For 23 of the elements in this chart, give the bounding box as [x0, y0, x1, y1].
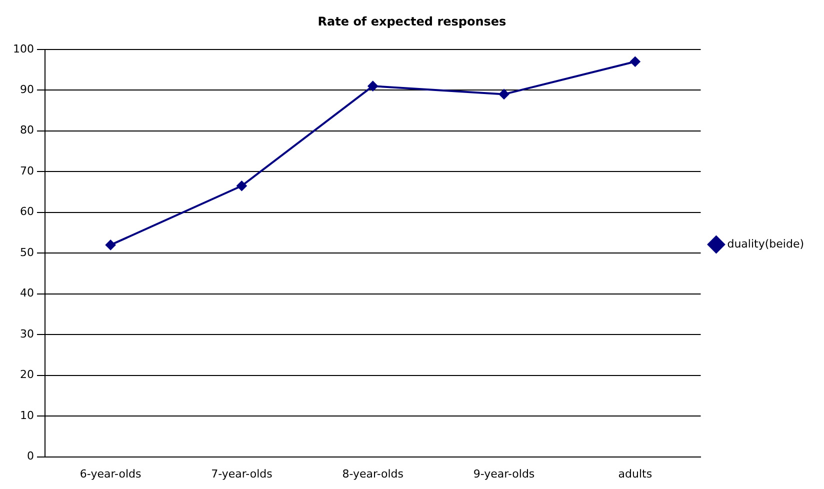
- y-tick-label: 40: [20, 286, 34, 300]
- x-tick-label: 9-year-olds: [473, 467, 535, 480]
- point: [499, 89, 510, 100]
- x-tick-label: 8-year-olds: [342, 467, 404, 480]
- point: [236, 180, 247, 191]
- y-tick-label: 90: [20, 83, 34, 96]
- y-tick-label: 80: [20, 124, 34, 137]
- point: [630, 56, 640, 67]
- y-tick-label: 100: [12, 42, 34, 56]
- y-tick-label: 70: [20, 164, 34, 178]
- chart-title: Rate of expected responses: [318, 14, 506, 28]
- point: [368, 81, 378, 92]
- y-tick-label: 60: [20, 205, 34, 218]
- point: [106, 240, 116, 250]
- legend-label: duality(beide): [727, 237, 804, 250]
- y-tick-label: 30: [20, 327, 34, 340]
- x-tick-label: 6-year-olds: [80, 467, 142, 480]
- y-tick-label: 20: [20, 368, 34, 382]
- y-tick-label: 0: [26, 450, 34, 463]
- x-tick-label: 7-year-olds: [211, 467, 273, 480]
- y-tick-label: 50: [20, 246, 34, 259]
- y-tick-label: 10: [20, 408, 34, 422]
- x-tick-label: adults: [618, 467, 652, 480]
